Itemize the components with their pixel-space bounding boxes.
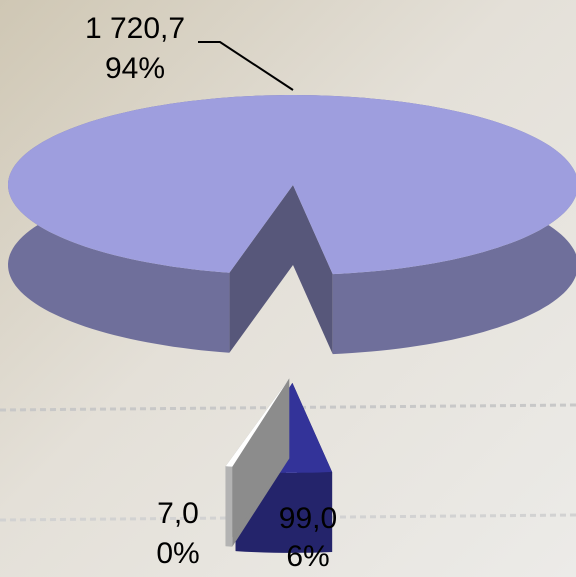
slice (8, 95, 576, 275)
value-label: 7,0 (157, 497, 199, 530)
slice-side (293, 185, 333, 355)
percent-label: 0% (156, 537, 199, 570)
percent-label: 94% (105, 52, 165, 85)
labels: 1 720,7 94% 7,0 0% 99,0 6% (85, 12, 337, 573)
value-label: 1 720,7 (85, 12, 185, 45)
background-texture (0, 513, 576, 522)
leader-line (198, 41, 294, 91)
slice-side (229, 185, 293, 353)
background-texture (0, 403, 576, 412)
percent-label: 6% (286, 540, 329, 573)
value-label: 99,0 (279, 502, 337, 535)
pie (8, 95, 576, 553)
slice-side (225, 378, 290, 547)
slice (225, 378, 290, 467)
slice-wall (225, 466, 233, 547)
